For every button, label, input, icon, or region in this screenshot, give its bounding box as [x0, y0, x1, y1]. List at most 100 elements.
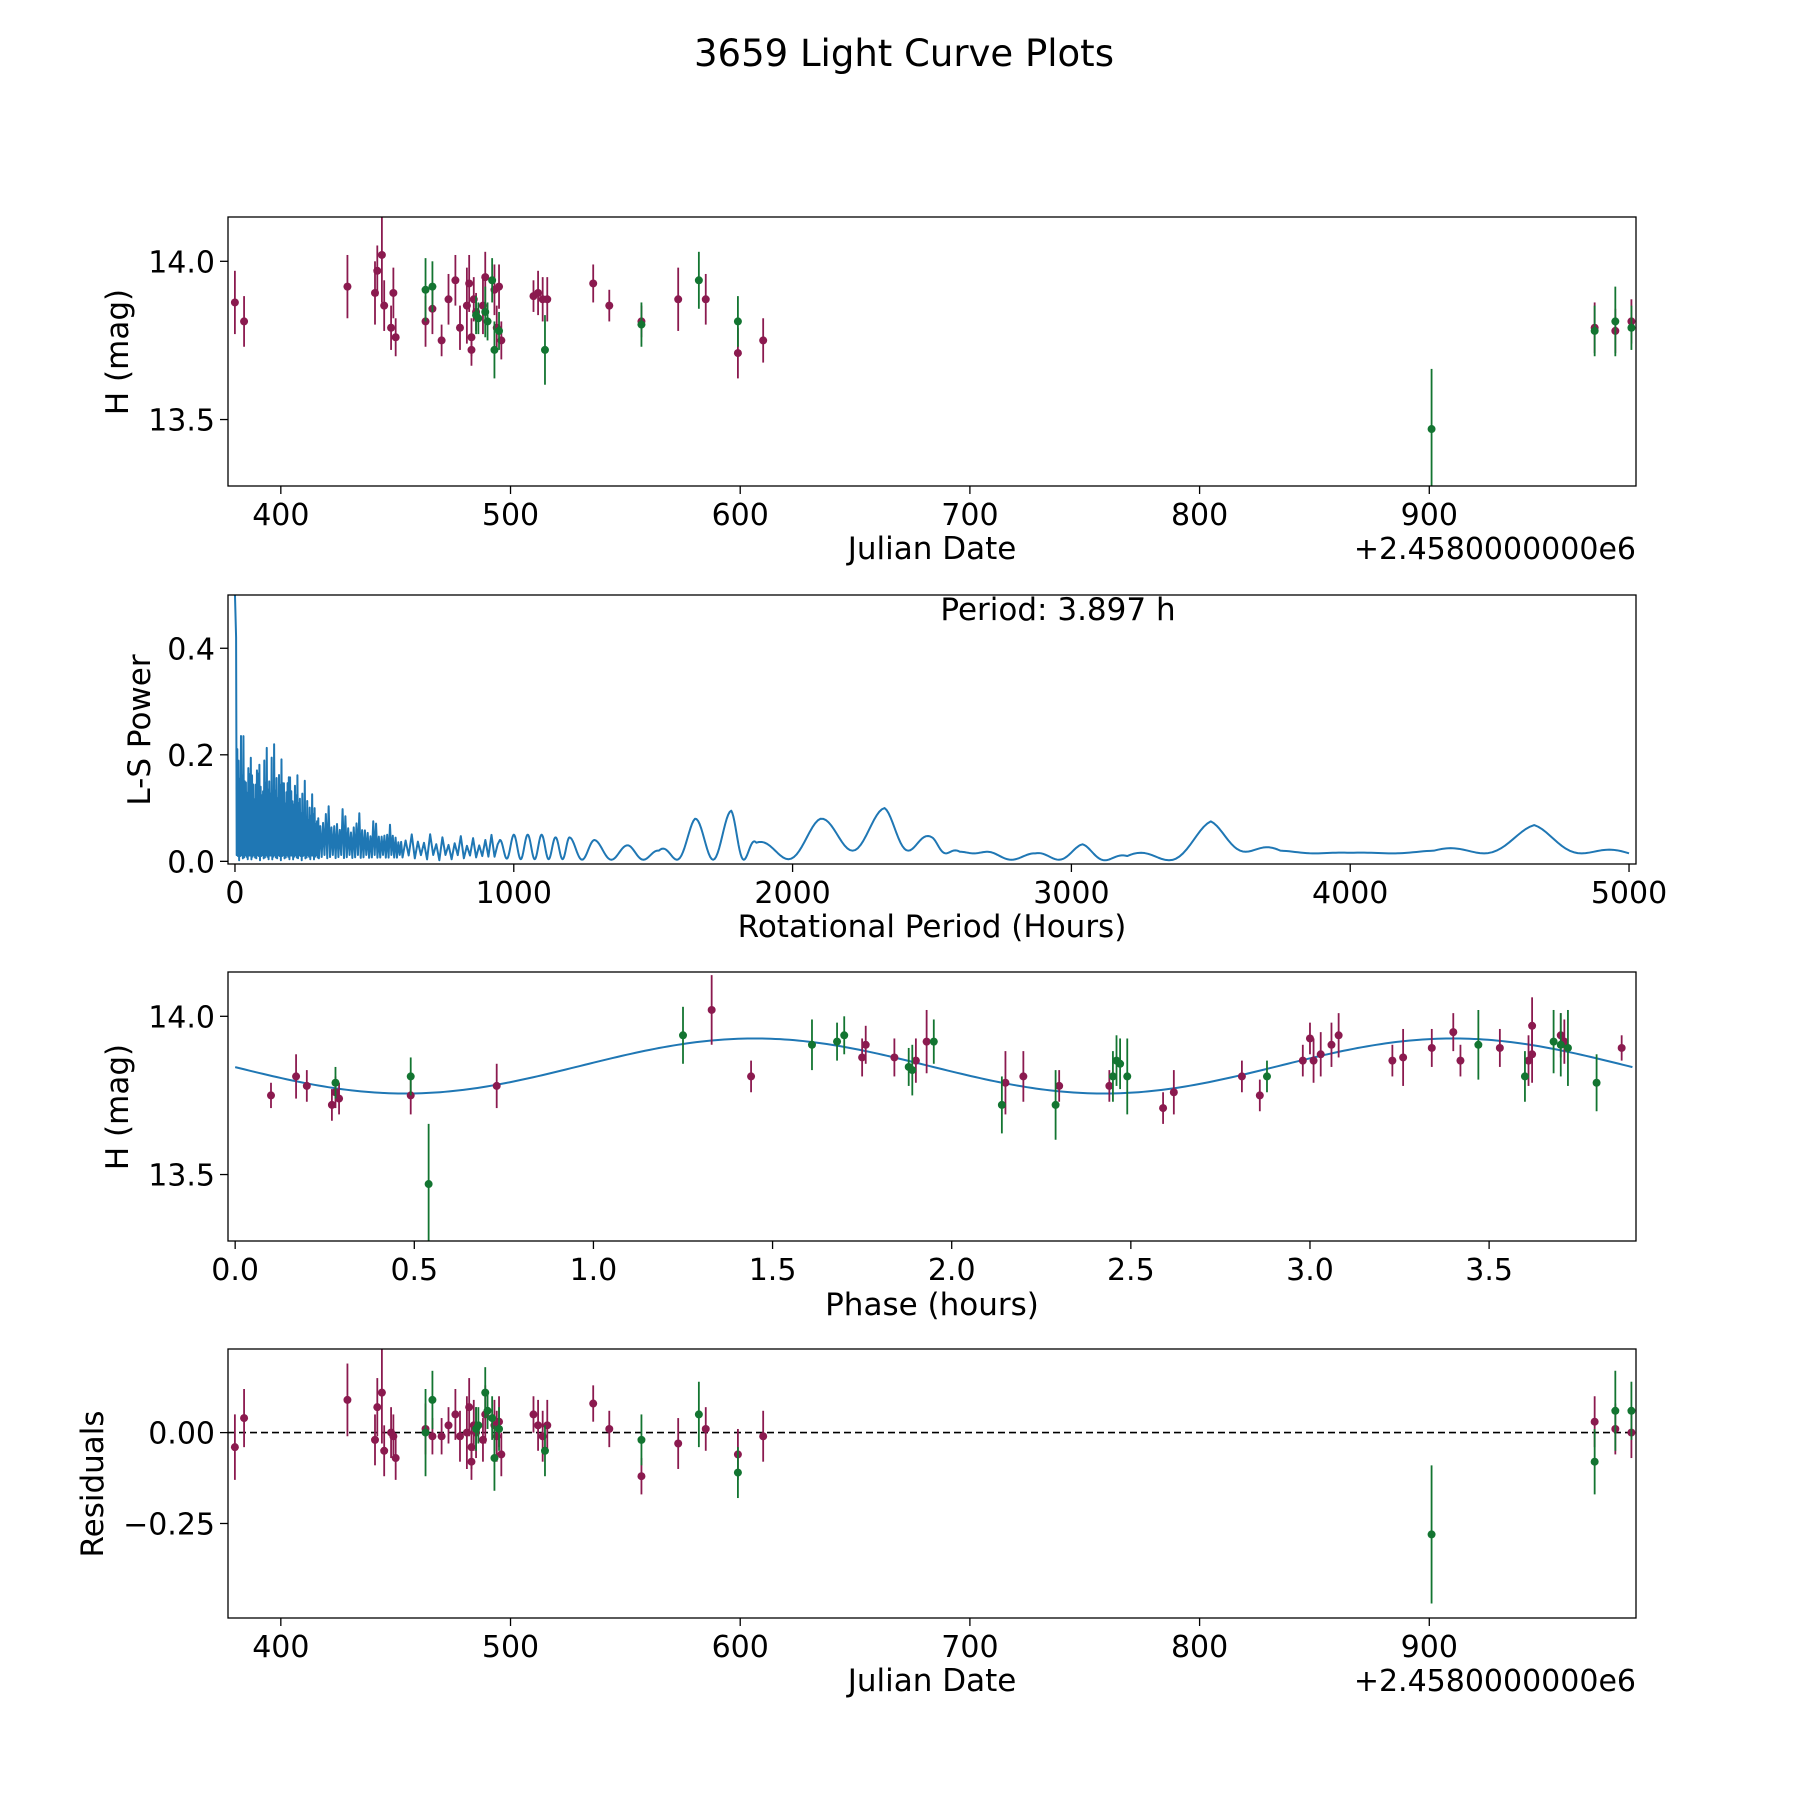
x-tick-label: 3.5 — [1465, 1253, 1513, 1288]
data-point-r — [1159, 1104, 1168, 1113]
data-point-g — [428, 1395, 437, 1404]
data-point-r — [747, 1072, 756, 1081]
data-point-r — [707, 1005, 716, 1014]
x-tick-label: 400 — [252, 1630, 309, 1665]
residuals-plot-area — [228, 1349, 1636, 1604]
y-tick-label: 0.00 — [148, 1417, 215, 1452]
data-point-g — [1051, 1100, 1060, 1109]
phased-curve-plot-area — [234, 975, 1633, 1241]
data-point-g — [733, 317, 742, 326]
data-point-r — [421, 317, 430, 326]
data-point-r — [467, 1457, 476, 1466]
data-point-g — [406, 1072, 415, 1081]
data-point-r — [605, 1424, 614, 1433]
residuals-xlabel: Julian Date — [846, 1663, 1017, 1699]
data-point-g — [540, 1446, 549, 1455]
data-point-g — [1627, 323, 1636, 332]
data-point-r — [1001, 1078, 1010, 1087]
data-point-r — [371, 1435, 380, 1444]
model-curve — [234, 1037, 1633, 1095]
data-point-g — [428, 282, 437, 291]
data-point-r — [1169, 1088, 1178, 1097]
data-point-g — [1590, 1457, 1599, 1466]
x-tick-label: 700 — [941, 498, 998, 533]
y-tick-label: 13.5 — [148, 1159, 215, 1194]
data-point-r — [1055, 1081, 1064, 1090]
period-annotation: Period: 3.897 h — [940, 592, 1175, 628]
periodogram-line — [233, 595, 1630, 862]
x-tick-label: 500 — [482, 498, 539, 533]
data-point-g — [637, 1435, 646, 1444]
x-tick-label: 1.0 — [570, 1253, 618, 1288]
light-curve-xlabel: Julian Date — [846, 531, 1017, 567]
data-point-r — [455, 1432, 464, 1441]
data-point-r — [230, 298, 239, 307]
data-point-r — [387, 323, 396, 332]
light-curve-ylabel: H (mag) — [100, 289, 136, 415]
data-point-r — [1590, 1417, 1599, 1426]
data-point-r — [451, 1410, 460, 1419]
data-point-r — [467, 345, 476, 354]
data-point-r — [589, 279, 598, 288]
light-curve-frame — [227, 216, 1637, 487]
data-point-r — [380, 301, 389, 310]
data-point-r — [605, 301, 614, 310]
data-point-g — [1627, 1406, 1636, 1415]
data-point-r — [1327, 1040, 1336, 1049]
data-point-r — [240, 1414, 249, 1423]
data-point-r — [1105, 1081, 1114, 1090]
data-point-g — [483, 1406, 492, 1415]
data-point-g — [1611, 317, 1620, 326]
residuals-ticks: 400 500 600 700 800 900 0.00 −0.25 — [123, 1417, 1458, 1665]
y-tick-label: 0.2 — [167, 739, 215, 774]
data-point-g — [840, 1031, 849, 1040]
data-point-r — [377, 1388, 386, 1397]
data-point-r — [529, 1410, 538, 1419]
data-point-r — [406, 1091, 415, 1100]
x-tick-label: 0 — [225, 876, 244, 911]
data-point-r — [1427, 1043, 1436, 1052]
data-point-g — [908, 1066, 917, 1075]
data-point-r — [1528, 1021, 1537, 1030]
data-point-r — [266, 1091, 275, 1100]
data-point-r — [437, 1432, 446, 1441]
light-curve-panel: 400 500 600 700 800 900 13.5 14.0 Julian Date H… — [100, 216, 1637, 567]
phased-curve-ylabel: H (mag) — [100, 1044, 136, 1170]
data-point-r — [534, 288, 543, 297]
data-point-r — [759, 336, 768, 345]
x-tick-label: 900 — [1401, 498, 1458, 533]
data-point-r — [1316, 1050, 1325, 1059]
periodogram-ylabel: L-S Power — [122, 654, 158, 805]
data-point-r — [444, 1421, 453, 1430]
data-point-g — [495, 1424, 504, 1433]
x-tick-label: 500 — [482, 1630, 539, 1665]
y-tick-label: 13.5 — [148, 404, 215, 439]
data-point-r — [444, 295, 453, 304]
data-point-g — [1427, 1530, 1436, 1539]
data-point-r — [1399, 1053, 1408, 1062]
data-point-r — [637, 1472, 646, 1481]
data-point-g — [1108, 1072, 1117, 1081]
data-point-g — [488, 1414, 497, 1423]
data-point-g — [474, 1421, 483, 1430]
x-tick-label: 4000 — [1312, 876, 1388, 911]
light-curve-offset-text: +2.4580000000e6 — [1354, 532, 1636, 567]
x-tick-label: 400 — [252, 498, 309, 533]
light-curve-ticks: 400 500 600 700 800 900 13.5 14.0 — [148, 245, 1458, 533]
data-point-g — [1611, 1406, 1620, 1415]
periodogram-xlabel: Rotational Period (Hours) — [738, 909, 1127, 945]
data-point-g — [1262, 1072, 1271, 1081]
figure-title: 3659 Light Curve Plots — [694, 32, 1114, 75]
y-tick-label: 0.0 — [167, 845, 215, 880]
data-point-r — [890, 1053, 899, 1062]
data-point-g — [1563, 1043, 1572, 1052]
data-point-g — [679, 1031, 688, 1040]
data-point-r — [391, 333, 400, 342]
data-point-g — [490, 1454, 499, 1463]
data-point-g — [807, 1040, 816, 1049]
data-point-g — [488, 276, 497, 285]
data-point-g — [1556, 1040, 1565, 1049]
periodogram-panel: 0 1000 2000 3000 4000 5000 0.0 0.2 0.4 Period: 3… — [122, 592, 1667, 945]
periodogram-ticks: 0 1000 2000 3000 4000 5000 0.0 0.2 0.4 — [167, 632, 1667, 911]
